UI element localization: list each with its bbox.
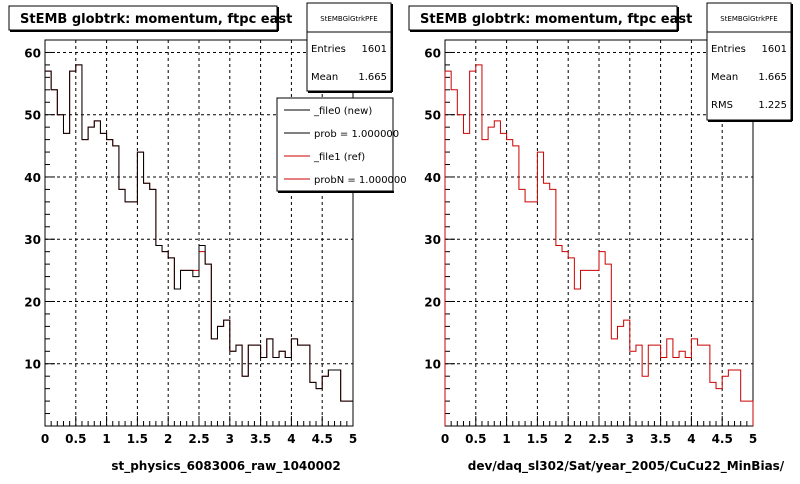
legend-box: _file0 (new) prob = 1.000000 _file1 (ref) p…	[276, 97, 407, 193]
x-tick-label: 4.5	[712, 432, 733, 446]
stats-value: 1601	[762, 44, 787, 55]
title-frame	[408, 5, 678, 31]
x-tick-label: 3	[226, 432, 234, 446]
y-tick-label: 50	[24, 109, 41, 123]
chart-panel: 0 0.5 1 1.5 2 2.5 3 3.5 4 4.5 5 10 20 30 40 50 60 StEMB g…	[8, 2, 407, 474]
y-tick-label: 10	[424, 358, 441, 372]
y-tick-label: 60	[424, 46, 441, 60]
x-tick-label: 1.5	[527, 432, 548, 446]
x-tick-label: 1	[502, 432, 510, 446]
x-tick-label: 1.5	[127, 432, 148, 446]
y-tick-label: 30	[24, 233, 41, 247]
stats-value: 1601	[362, 44, 387, 55]
x-tick-label: 2.5	[588, 432, 609, 446]
x-tick-label: 4.5	[312, 432, 333, 446]
stats-label: Entries	[711, 44, 746, 55]
y-tick-label: 40	[424, 171, 441, 185]
x-tick-label: 5	[749, 432, 757, 446]
title-frame	[8, 5, 278, 31]
x-tick-label: 2.5	[188, 432, 209, 446]
stats-box: StEMBGlGtrkPFE Entries 1601 Mean 1.665 RMS 1.2…	[706, 2, 793, 122]
y-tick-label: 50	[424, 109, 441, 123]
x-axis-label: dev/daq_sl302/Sat/year_2005/CuCu22_MinBi…	[468, 459, 785, 474]
x-tick-label: 2	[564, 432, 572, 446]
x-axis-label: st_physics_6083006_raw_1040002	[111, 459, 340, 474]
chart-panel: 0 0.5 1 1.5 2 2.5 3 3.5 4 4.5 5 10 20 30 40 50 60 StEMB g…	[408, 2, 793, 474]
chart-title-box: StEMB globtrk: momentum, ftpc east	[408, 5, 692, 32]
chart-title: StEMB globtrk: momentum, ftpc east	[420, 12, 692, 27]
x-tick-label: 5	[349, 432, 357, 446]
x-tick-label: 0	[41, 432, 49, 446]
y-tick-label: 30	[424, 233, 441, 247]
x-tick-label: 4	[287, 432, 295, 446]
y-tick-label: 10	[24, 358, 41, 372]
stats-name: StEMBGlGtrkPFE	[720, 15, 777, 23]
chart-title: StEMB globtrk: momentum, ftpc east	[20, 12, 292, 27]
stats-value: 1.665	[758, 72, 787, 83]
y-tick-label: 40	[24, 171, 41, 185]
chart-title-box: StEMB globtrk: momentum, ftpc east	[8, 5, 292, 32]
stats-frame	[306, 2, 392, 92]
x-tick-label: 3.5	[650, 432, 671, 446]
legend-frame	[276, 97, 394, 192]
x-tick-label: 0.5	[65, 432, 86, 446]
stats-label: RMS	[711, 100, 733, 111]
stats-name: StEMBGlGtrkPFE	[320, 15, 377, 23]
stats-box: StEMBGlGtrkPFE Entries 1601 Mean 1.665	[306, 2, 393, 93]
x-tick-label: 3	[626, 432, 634, 446]
stats-value: 1.665	[358, 72, 387, 83]
stats-value: 1.225	[758, 100, 787, 111]
stats-label: Mean	[711, 72, 738, 83]
y-tick-label: 20	[24, 295, 41, 309]
x-tick-label: 0.5	[465, 432, 486, 446]
y-tick-label: 60	[24, 46, 41, 60]
legend-label: _file0 (new)	[313, 106, 372, 117]
stats-label: Entries	[311, 44, 346, 55]
legend-label: probN = 1.000000	[314, 175, 407, 186]
legend-label: prob = 1.000000	[314, 129, 399, 140]
histogram-series-line	[444, 64, 754, 426]
legend-label: _file1 (ref)	[313, 152, 365, 163]
stats-label: Mean	[311, 72, 338, 83]
x-tick-label: 4	[687, 432, 695, 446]
x-tick-label: 1	[102, 432, 110, 446]
x-tick-label: 3.5	[250, 432, 271, 446]
y-tick-label: 20	[424, 295, 441, 309]
x-tick-label: 0	[441, 432, 449, 446]
x-tick-label: 2	[164, 432, 172, 446]
histogram-series-line	[44, 64, 354, 426]
